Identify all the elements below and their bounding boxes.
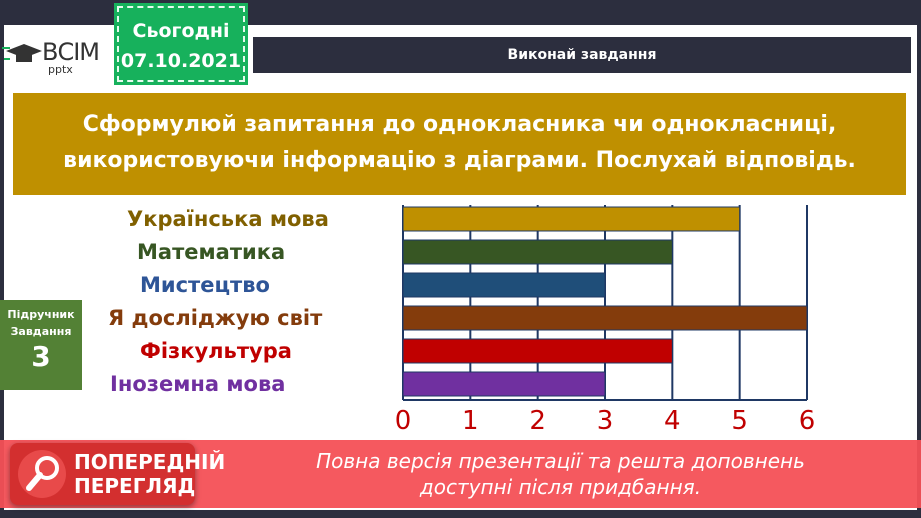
category-label: Іноземна мова: [110, 372, 286, 396]
side-line-1: Підручник: [7, 308, 75, 321]
date-value: 07.10.2021: [120, 50, 242, 72]
logo-text: ВСІМ: [42, 38, 100, 66]
category-label: Фізкультура: [140, 339, 292, 363]
bar: [402, 371, 606, 397]
category-label: Я досліджую світ: [108, 306, 323, 330]
bar: [402, 338, 673, 364]
side-line-2: Завдання: [10, 325, 72, 338]
tick-label: 3: [597, 406, 614, 436]
tick-label: 6: [799, 406, 816, 436]
task-line-2: використовуючи інформацію з діаграми. По…: [63, 148, 856, 173]
preview-badge: ПОПЕРЕДНІЙ ПЕРЕГЛЯД: [10, 443, 225, 505]
logo: ВСІМ pptx: [2, 38, 114, 76]
tick-label: 5: [731, 406, 748, 436]
bar: [402, 239, 673, 265]
task-line-1: Сформулюй запитання до однокласника чи о…: [82, 112, 837, 137]
banner-line-1: Повна версія презентації та решта доповн…: [316, 449, 805, 473]
bar: [402, 305, 808, 331]
category-label: Українська мова: [127, 207, 329, 231]
task-box: Сформулюй запитання до однокласника чи о…: [13, 93, 906, 195]
graduation-cap-icon: [2, 44, 42, 62]
date-badge: Сьогодні 07.10.2021: [114, 3, 248, 85]
logo-subtext: pptx: [48, 63, 73, 76]
banner-line-2: доступні після придбання.: [419, 475, 702, 499]
bar: [402, 206, 741, 232]
date-label: Сьогодні: [132, 20, 230, 42]
category-label: Математика: [137, 240, 286, 264]
preview-line-1: ПОПЕРЕДНІЙ: [74, 450, 226, 474]
tick-label: 2: [529, 406, 546, 436]
magnifier-icon: [18, 450, 66, 498]
textbook-task-badge: Підручник Завдання 3: [0, 300, 82, 390]
category-label: Мистецтво: [140, 273, 270, 297]
bar: [402, 272, 606, 298]
tick-label: 4: [664, 406, 681, 436]
tick-label: 0: [395, 406, 412, 436]
preview-line-2: ПЕРЕГЛЯД: [74, 474, 196, 498]
task-number: 3: [31, 340, 51, 373]
tick-label: 1: [462, 406, 479, 436]
slide-title: Виконай завдання: [253, 37, 911, 73]
